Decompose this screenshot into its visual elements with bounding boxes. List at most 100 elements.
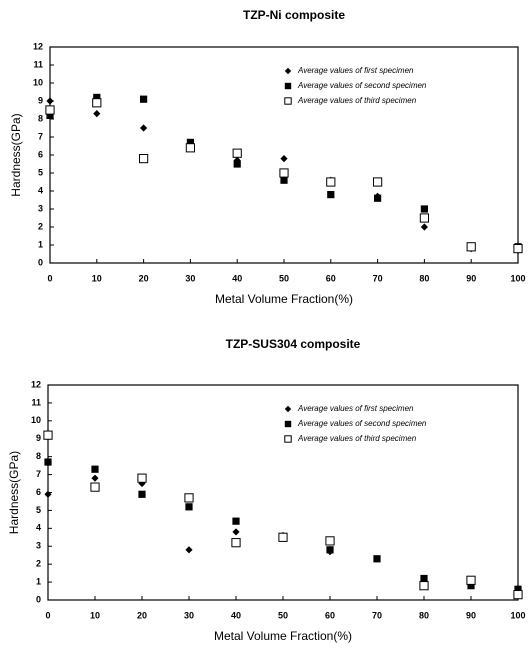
marker-open-square (278, 532, 288, 542)
marker-square (514, 585, 522, 593)
x-tick-label: 90 (466, 610, 476, 620)
marker-square (186, 138, 194, 146)
marker-square (374, 194, 382, 202)
y-tick-label: 8 (38, 113, 43, 123)
marker-square (373, 555, 381, 563)
marker-square (420, 574, 428, 583)
x-tick-label: 0 (45, 610, 50, 620)
marker-square (420, 205, 428, 213)
marker-open-square (92, 98, 102, 108)
marker-diamond (420, 223, 428, 231)
marker-square (140, 95, 148, 103)
legend-icon (284, 420, 292, 428)
legend-icon (284, 82, 292, 90)
x-tick-label: 80 (419, 610, 429, 620)
marker-open-square (419, 581, 429, 591)
legend-label: Average values of first specimen (297, 66, 414, 75)
marker-square (232, 517, 240, 525)
x-axis-label: Metal Volume Fraction(%) (214, 629, 352, 643)
x-axis-label: Metal Volume Fraction(%) (215, 292, 353, 306)
y-axis-label: Hardness(GPa) (7, 451, 21, 534)
legend-icon (284, 67, 292, 75)
x-tick-label: 70 (373, 273, 383, 283)
marker-square (185, 503, 193, 511)
marker-open-square (325, 536, 335, 546)
y-tick-label: 3 (38, 203, 43, 213)
x-tick-label: 40 (231, 610, 241, 620)
x-tick-label: 30 (185, 273, 195, 283)
y-axis-label: Hardness(GPa) (9, 113, 23, 196)
y-tick-label: 11 (31, 397, 41, 407)
x-tick-label: 100 (510, 273, 525, 283)
x-tick-label: 20 (139, 273, 149, 283)
marker-open-square (513, 244, 523, 254)
marker-square (233, 160, 241, 168)
marker-open-square (185, 143, 196, 153)
marker-open-square (326, 177, 336, 187)
marker-open-square (231, 538, 241, 548)
legend-label: Average values of first specimen (297, 404, 414, 413)
y-tick-label: 3 (36, 541, 41, 551)
y-tick-label: 8 (36, 451, 41, 461)
x-tick-label: 0 (47, 273, 52, 283)
marker-open-square (43, 430, 53, 440)
y-tick-label: 6 (36, 487, 41, 497)
plot-frame (47, 384, 519, 601)
marker-open-square (45, 105, 55, 115)
legend-icon (284, 97, 292, 105)
chart-title: TZP-SUS304 composite (226, 337, 361, 351)
legend-icon (284, 405, 292, 413)
y-tick-label: 12 (33, 41, 43, 51)
marker-diamond (185, 546, 193, 554)
y-tick-label: 9 (38, 95, 43, 105)
x-tick-label: 30 (184, 610, 194, 620)
y-tick-label: 0 (38, 257, 43, 267)
y-tick-label: 2 (36, 559, 41, 569)
y-tick-label: 5 (36, 505, 41, 515)
y-tick-label: 9 (36, 433, 41, 443)
marker-diamond (44, 490, 52, 498)
marker-square (280, 176, 288, 184)
marker-open-square (90, 482, 100, 492)
marker-square (93, 93, 101, 101)
marker-open-square (137, 473, 147, 483)
x-tick-label: 60 (325, 610, 335, 620)
x-tick-label: 20 (137, 610, 147, 620)
y-tick-label: 10 (31, 415, 41, 425)
marker-open-square (184, 493, 194, 503)
marker-diamond (46, 97, 54, 105)
marker-open-square (513, 590, 523, 600)
x-tick-label: 90 (466, 273, 476, 283)
legend-label: Average values of second specimen (297, 419, 427, 428)
x-tick-label: 70 (372, 610, 382, 620)
y-tick-label: 5 (38, 167, 43, 177)
y-tick-label: 2 (38, 221, 43, 231)
legend-label: Average values of third specimen (297, 96, 417, 105)
x-tick-label: 10 (92, 273, 102, 283)
y-tick-label: 1 (36, 576, 41, 586)
x-tick-label: 80 (419, 273, 429, 283)
marker-square (327, 191, 335, 199)
marker-open-square (466, 242, 476, 252)
marker-diamond (93, 110, 101, 118)
y-tick-label: 4 (38, 185, 43, 195)
y-tick-label: 1 (38, 239, 43, 249)
marker-diamond (280, 155, 288, 163)
legend-label: Average values of third specimen (297, 434, 417, 443)
legend-icon (284, 435, 292, 443)
marker-diamond (91, 474, 99, 482)
marker-open-square (232, 148, 242, 158)
y-tick-label: 12 (31, 379, 41, 389)
x-tick-label: 50 (279, 273, 289, 283)
y-tick-label: 7 (36, 469, 41, 479)
x-tick-label: 10 (90, 610, 100, 620)
x-tick-label: 60 (326, 273, 336, 283)
marker-open-square (279, 168, 289, 178)
y-tick-label: 10 (33, 77, 43, 87)
marker-open-square (139, 154, 149, 164)
marker-square (326, 546, 334, 554)
marker-square (91, 465, 99, 473)
legend-label: Average values of second specimen (297, 81, 427, 90)
marker-square (46, 111, 54, 119)
